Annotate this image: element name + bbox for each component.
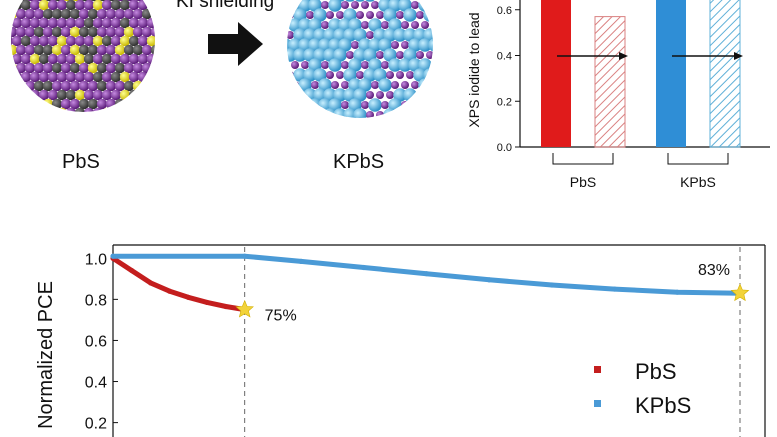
data-point-KPbS	[361, 264, 367, 271]
line-y-tick-label: 0.2	[85, 416, 107, 433]
line-y-tick-label: 0.8	[85, 292, 107, 309]
data-point-PbS	[166, 288, 173, 294]
bar-hatched-PbS	[594, 16, 626, 148]
line-y-axis-label: Normalized PCE	[35, 281, 57, 429]
data-point-KPbS	[674, 289, 680, 295]
data-point-KPbS	[298, 258, 304, 264]
line-y-tick-label: 1.0	[85, 251, 107, 268]
data-point-KPbS	[423, 271, 430, 277]
bar-solid-PbS	[541, 0, 571, 148]
series-line-KPbS	[110, 253, 743, 296]
data-point-KPbS	[110, 253, 116, 259]
series-line-PbS	[110, 255, 248, 313]
kpbs-particle-label: KPbS	[333, 151, 385, 173]
bar-category-label: KPbS	[680, 174, 716, 190]
legend-swatch-PbS	[594, 366, 601, 373]
data-point-KPbS	[612, 286, 618, 292]
legend-label-PbS: PbS	[635, 359, 677, 384]
right-arrowhead-icon	[734, 52, 743, 60]
bar-category-label: PbS	[570, 174, 596, 190]
right-arrow-icon	[208, 22, 263, 66]
data-point-PbS	[129, 267, 135, 274]
pbs-nanocrystal-image	[11, 0, 155, 112]
bar-y-tick-label: 0.6	[497, 5, 512, 17]
pbs-particle-label: PbS	[62, 151, 100, 173]
star-marker-icon	[730, 283, 750, 302]
bar-y-tick-label: 0.2	[497, 96, 512, 108]
data-point-PbS	[148, 280, 154, 286]
bar-y-axis-label: XPS iodide to lead	[466, 12, 482, 127]
legend-label-KPbS: KPbS	[635, 393, 691, 418]
data-point-KPbS	[486, 277, 492, 283]
data-point-KPbS	[549, 282, 555, 288]
data-point-PbS	[204, 299, 210, 306]
star-marker-icon	[235, 299, 254, 318]
bar-y-tick-label: 0.0	[497, 142, 512, 154]
bar-group-bracket	[552, 153, 614, 165]
marker-value-label: 75%	[265, 308, 297, 325]
bar-group-bracket	[667, 153, 729, 165]
data-point-KPbS	[242, 253, 248, 259]
line-y-tick-label: 0.4	[85, 375, 107, 392]
bar-hatched-KPbS	[709, 0, 741, 148]
data-point-PbS	[223, 303, 229, 310]
line-y-tick-label: 0.6	[85, 333, 107, 350]
marker-value-label: 83%	[698, 262, 730, 279]
bar-y-tick-label: 0.4	[497, 51, 512, 63]
shielding-caption: KI shielding	[176, 0, 275, 12]
data-point-PbS	[185, 294, 191, 300]
right-arrowhead-icon	[619, 52, 628, 60]
legend-swatch-KPbS	[594, 400, 601, 407]
bar-solid-KPbS	[656, 0, 686, 148]
